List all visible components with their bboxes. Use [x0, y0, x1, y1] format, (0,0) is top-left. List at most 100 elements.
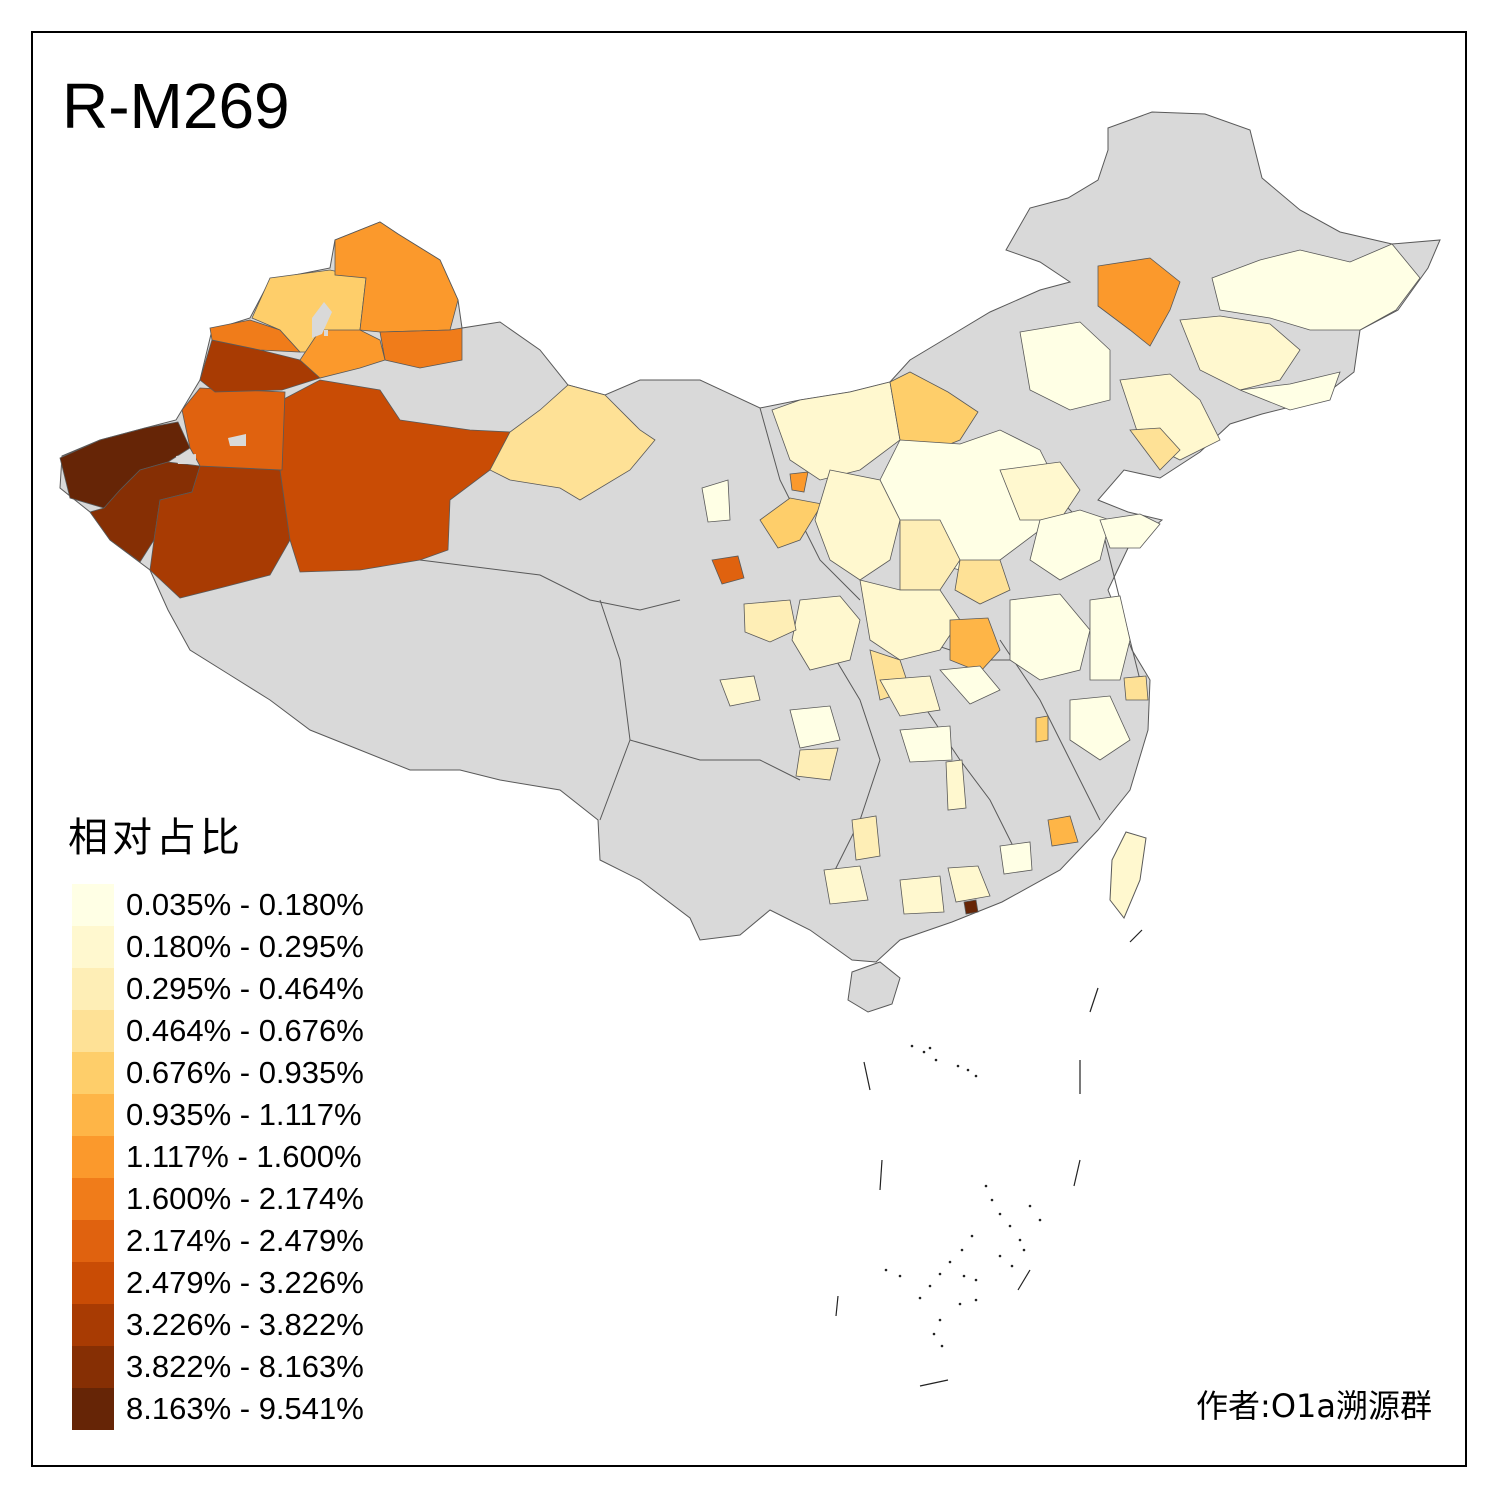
province-border	[599, 599, 631, 821]
maritime-boundary-dash	[1073, 1159, 1081, 1187]
data-region	[489, 384, 656, 501]
data-region	[1099, 513, 1161, 549]
legend-label: 3.226% - 3.822%	[126, 1307, 364, 1342]
data-region	[1129, 427, 1181, 471]
maritime-boundary-dash	[1129, 929, 1143, 943]
taiwan-region	[1109, 831, 1147, 919]
data-region	[1029, 509, 1111, 581]
data-region	[1019, 321, 1111, 411]
legend-label: 0.464% - 0.676%	[126, 1013, 364, 1048]
province-border	[419, 559, 681, 611]
legend-swatch	[72, 1010, 114, 1052]
island-dot	[1028, 1204, 1032, 1208]
island-dot	[928, 1046, 932, 1050]
south-china-sea-islands	[835, 929, 1143, 1387]
maritime-boundary-dash	[879, 1159, 883, 1191]
legend-label: 0.180% - 0.295%	[126, 929, 364, 964]
data-region	[1047, 815, 1079, 847]
data-region	[1035, 715, 1049, 743]
province-border	[999, 639, 1101, 821]
legend-label: 8.163% - 9.541%	[126, 1391, 364, 1426]
island-dot	[898, 1274, 902, 1278]
island-dot	[974, 1074, 978, 1078]
island-dot	[998, 1212, 1002, 1216]
data-region	[789, 471, 809, 493]
island-dot	[970, 1234, 974, 1238]
data-regions	[59, 221, 1421, 919]
data-region	[899, 519, 961, 591]
data-region	[954, 559, 1011, 605]
data-region	[899, 725, 953, 763]
legend-swatch	[72, 1136, 114, 1178]
legend-swatch	[72, 1220, 114, 1262]
data-region	[743, 599, 797, 643]
map-frame	[31, 31, 1467, 1467]
island-dot	[1008, 1224, 1012, 1228]
island-dot	[958, 1302, 962, 1306]
map-title: R-M269	[62, 70, 290, 142]
data-region	[851, 815, 881, 861]
maritime-boundary-dash	[919, 1379, 949, 1387]
island-dot	[938, 1272, 942, 1276]
data-region	[199, 339, 321, 393]
legend-swatch	[72, 1052, 114, 1094]
legend-label: 0.676% - 0.935%	[126, 1055, 364, 1090]
island-dot	[910, 1044, 914, 1048]
legend-swatch	[72, 884, 114, 926]
island-dot	[990, 1198, 994, 1202]
data-region	[949, 617, 1001, 673]
data-region	[711, 555, 745, 585]
maritime-boundary-dash	[1089, 987, 1099, 1013]
legend-label: 1.117% - 1.600%	[126, 1139, 362, 1174]
island-dot	[1018, 1238, 1022, 1242]
data-region	[814, 469, 901, 581]
island-dot	[984, 1184, 988, 1188]
data-region	[1179, 315, 1301, 391]
data-region	[947, 865, 991, 903]
data-region	[791, 595, 861, 671]
data-region	[701, 479, 731, 523]
island-dot	[960, 1248, 964, 1252]
legend-label: 0.295% - 0.464%	[126, 971, 364, 1006]
data-region	[149, 465, 291, 599]
data-region	[1069, 695, 1131, 761]
data-region	[789, 705, 841, 749]
island-dot	[918, 1296, 922, 1300]
legend-label: 2.479% - 3.226%	[126, 1265, 364, 1300]
island-dot	[884, 1268, 888, 1272]
data-region	[759, 497, 823, 549]
lake-shape	[176, 454, 196, 464]
lake-shape	[324, 330, 328, 336]
legend-swatch	[72, 1262, 114, 1304]
data-region	[1211, 243, 1421, 331]
legend-swatch	[72, 1346, 114, 1388]
island-dot	[966, 1068, 970, 1072]
data-region	[1239, 371, 1341, 411]
island-dot	[922, 1050, 926, 1054]
data-region	[879, 675, 941, 717]
data-region	[823, 865, 869, 905]
island-dot	[948, 1260, 952, 1264]
legend-swatch	[72, 1388, 114, 1430]
data-region	[945, 759, 967, 811]
data-region	[999, 461, 1081, 521]
data-region	[795, 747, 839, 781]
island-dot	[940, 1344, 944, 1348]
legend-swatch	[72, 926, 114, 968]
legend-swatch	[72, 1094, 114, 1136]
legend-swatch	[72, 1178, 114, 1220]
island-dot	[938, 1318, 942, 1322]
legend-label: 1.600% - 2.174%	[126, 1181, 364, 1216]
island-dot	[998, 1254, 1002, 1258]
maritime-boundary-dash	[1017, 1269, 1031, 1291]
lake-shape	[228, 434, 246, 446]
province-border	[629, 739, 801, 781]
data-region	[299, 329, 386, 379]
island-dot	[956, 1064, 960, 1068]
legend-swatch	[72, 968, 114, 1010]
data-region	[939, 665, 1001, 705]
data-region	[719, 675, 761, 707]
island-dot	[932, 1332, 936, 1336]
island-dot	[1038, 1218, 1042, 1222]
author-credit: 作者:O1a溯源群	[1196, 1387, 1432, 1425]
